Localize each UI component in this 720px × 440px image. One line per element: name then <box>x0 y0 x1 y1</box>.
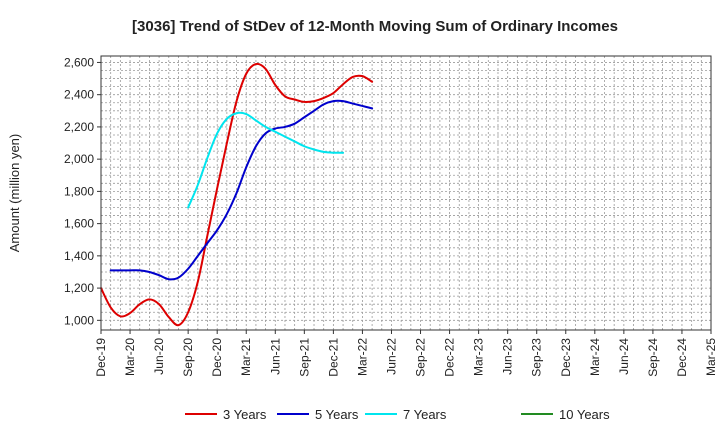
y-tick-label: 2,000 <box>64 152 94 166</box>
grid <box>101 56 711 330</box>
y-tick-label: 1,400 <box>64 249 94 263</box>
y-tick-label: 1,800 <box>64 184 94 198</box>
x-tick-label: Sep-22 <box>414 338 428 377</box>
chart-title: [3036] Trend of StDev of 12-Month Moving… <box>132 18 618 35</box>
y-tick-label: 2,200 <box>64 120 94 134</box>
y-axis-ticks: 1,000 1,200 1,400 1,600 1,800 2,000 2,200 2,400… <box>64 55 101 327</box>
x-tick-label: Mar-21 <box>239 338 253 376</box>
x-tick-label: Sep-24 <box>646 338 660 377</box>
x-tick-label: Dec-23 <box>559 338 573 377</box>
series-line-3-years <box>100 62 374 327</box>
x-tick-label: Mar-20 <box>123 338 137 376</box>
legend-label-10-years: 10 Years <box>559 407 610 422</box>
x-tick-label: Dec-24 <box>675 338 689 377</box>
x-tick-label: Dec-22 <box>443 338 457 377</box>
y-tick-label: 2,600 <box>64 55 94 69</box>
y-axis-label: Amount (million yen) <box>7 134 22 253</box>
x-tick-label: Mar-22 <box>355 338 369 376</box>
legend: 3 Years 5 Years 7 Years 10 Years <box>185 407 610 422</box>
x-tick-label: Jun-23 <box>501 338 515 375</box>
x-axis-ticks: Dec-19 Mar-20 Jun-20 Sep-20 Dec-20 Mar-21 Jun-… <box>94 330 718 377</box>
x-tick-label: Jun-20 <box>152 338 166 375</box>
series-line-5-years <box>109 99 374 281</box>
y-tick-label: 1,200 <box>64 281 94 295</box>
x-tick-label: Dec-21 <box>326 338 340 377</box>
x-tick-label: Sep-20 <box>181 338 195 377</box>
x-tick-label: Mar-23 <box>472 338 486 376</box>
y-tick-label: 2,400 <box>64 88 94 102</box>
legend-label-5-years: 5 Years <box>315 407 359 422</box>
x-tick-label: Jun-24 <box>617 338 631 375</box>
series-line-7-years <box>187 111 345 209</box>
legend-label-3-years: 3 Years <box>223 407 267 422</box>
y-tick-label: 1,000 <box>64 313 94 327</box>
x-tick-label: Sep-23 <box>530 338 544 377</box>
x-tick-label: Jun-21 <box>268 338 282 375</box>
x-tick-label: Sep-21 <box>297 338 311 377</box>
x-tick-label: Dec-19 <box>94 338 108 377</box>
x-tick-label: Mar-25 <box>704 338 718 376</box>
series-lines <box>100 62 374 327</box>
legend-label-7-years: 7 Years <box>403 407 447 422</box>
x-tick-label: Jun-22 <box>384 338 398 375</box>
x-tick-label: Mar-24 <box>588 338 602 376</box>
plot-area-frame <box>100 55 712 331</box>
x-tick-label: Dec-20 <box>210 338 224 377</box>
y-tick-label: 1,600 <box>64 217 94 231</box>
